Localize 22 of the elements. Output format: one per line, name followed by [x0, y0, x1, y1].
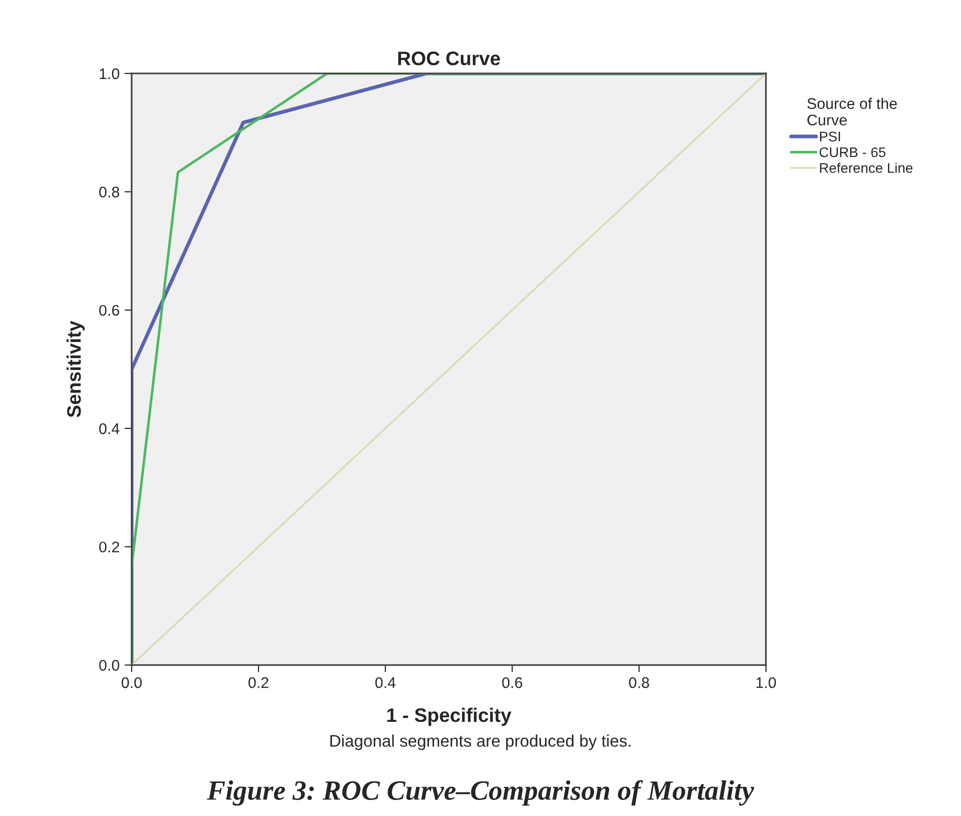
- text: Diagonal segments are produced by ties.: [330, 734, 630, 750]
- y-tick-label: 0.8: [99, 186, 120, 198]
- y-tick-label: 0.4: [99, 423, 120, 434]
- y-axis-title: Sensitivity: [66, 320, 85, 418]
- y-tick-label: 0.2: [99, 542, 120, 552]
- caption: Figure 3: ROC Curve–Comparison of Mortality: [206, 780, 754, 806]
- x-axis-title: 1 - Specificity: [387, 708, 512, 726]
- y-tick-label: 0.0: [99, 660, 120, 671]
- legend-title: Source of the Curve: [807, 98, 897, 126]
- x-tick-label: 0.8: [629, 677, 650, 688]
- legend-label: PSI: [820, 132, 840, 142]
- chart-title: ROC Curve: [398, 52, 500, 66]
- x-tick-label: 1.0: [756, 677, 776, 688]
- x-tick-label: 0.0: [122, 677, 142, 688]
- y-tick-label: 0.6: [99, 304, 120, 316]
- line-series: [132, 73, 766, 666]
- x-tick-label: 0.4: [375, 677, 396, 688]
- x-tick-label: 0.6: [502, 677, 522, 688]
- y-tick-label: 1.0: [100, 68, 120, 80]
- legend-label: CURB - 65: [820, 147, 886, 158]
- x-tick-label: 0.2: [248, 677, 268, 688]
- legend-label: Reference Line: [820, 162, 912, 173]
